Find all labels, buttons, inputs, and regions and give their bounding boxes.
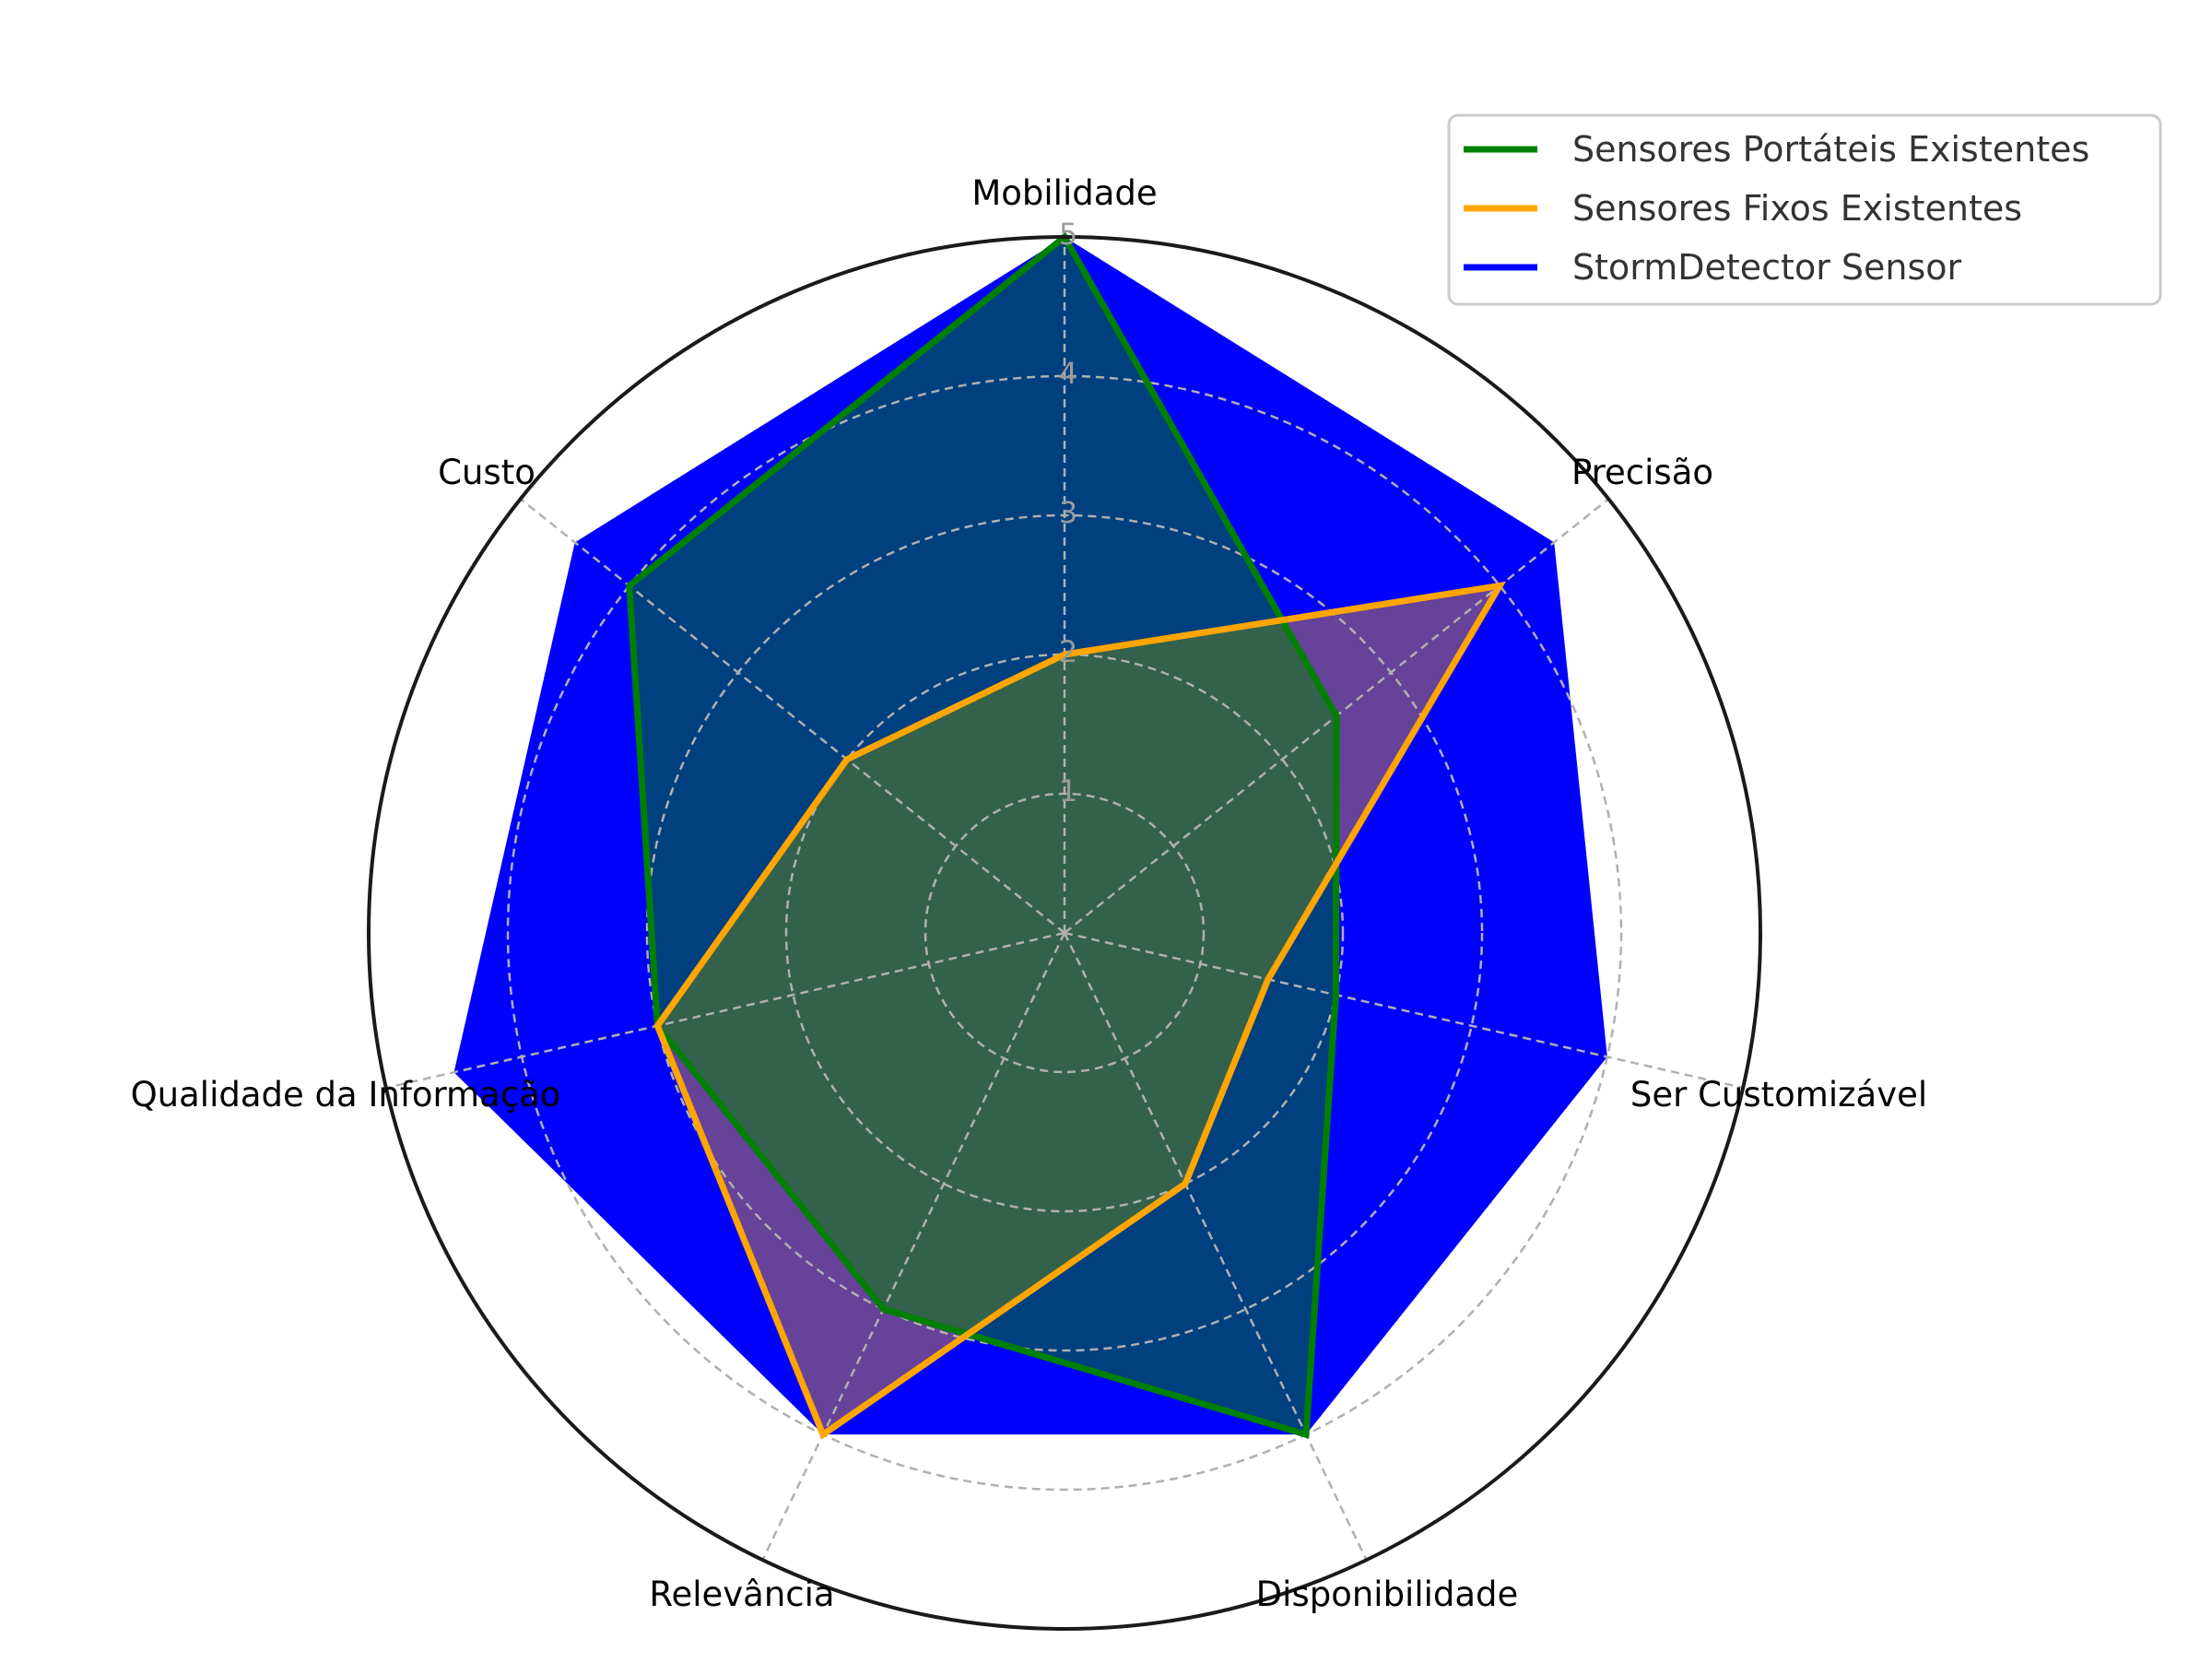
series-line-1	[653, 581, 1507, 1440]
legend-label-1: Sensores Fixos Existentes	[1572, 188, 2022, 229]
axis-label-0: Mobilidade	[971, 173, 1157, 213]
spoke-3	[1063, 932, 1368, 1561]
series-fill-layer	[453, 237, 1607, 1435]
radial-tick-label: 5	[1059, 217, 1077, 252]
radial-tick-label: 3	[1059, 495, 1077, 530]
spoke-2	[1064, 931, 1744, 1090]
series-line-0	[626, 231, 1340, 1439]
radial-tick-label: 1	[1059, 773, 1077, 808]
spoke-4	[761, 932, 1066, 1561]
axis-label-1: Precisão	[1571, 453, 1713, 492]
outer-ring	[367, 235, 1762, 1631]
grid-ring-4	[506, 374, 1623, 1492]
grid-layer	[385, 237, 1744, 1561]
legend-box	[1447, 113, 2162, 306]
legend-label-2: StormDetector Sensor	[1572, 247, 1962, 288]
radial-tick-label: 2	[1059, 634, 1077, 669]
legend: Sensores Portáteis Existentes Sensores Fi…	[1447, 113, 2162, 306]
label-layer: 1 2 3 4 5 Mobilidade Precisão Ser Customizável D…	[131, 173, 1928, 1614]
outer-frame-layer	[367, 235, 1762, 1631]
grid-ring-2	[784, 653, 1345, 1213]
axis-label-6: Custo	[438, 453, 535, 492]
axis-label-3: Disponibilidade	[1256, 1575, 1519, 1614]
radial-tick-label: 4	[1059, 356, 1077, 391]
series-line-layer	[626, 231, 1507, 1440]
legend-label-0: Sensores Portáteis Existentes	[1572, 129, 2089, 170]
axis-label-2: Ser Customizável	[1630, 1075, 1927, 1115]
axis-label-4: Relevância	[649, 1575, 834, 1614]
spoke-6	[519, 498, 1065, 934]
axis-label-5: Qualidade da Informação	[131, 1075, 561, 1115]
series-fill-0	[629, 237, 1337, 1435]
spoke-5	[385, 931, 1065, 1090]
